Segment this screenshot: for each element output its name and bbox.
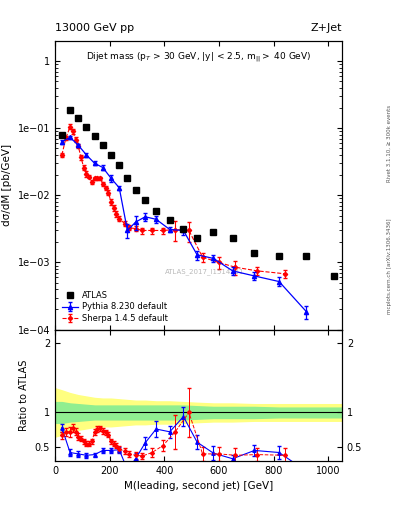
Text: ATLAS_2017_I1514251: ATLAS_2017_I1514251	[164, 268, 244, 275]
ATLAS	[277, 253, 281, 259]
ATLAS	[125, 175, 130, 181]
Line: ATLAS: ATLAS	[59, 108, 336, 279]
Y-axis label: dσ/dM [pb/GeV]: dσ/dM [pb/GeV]	[2, 144, 12, 226]
ATLAS	[117, 162, 121, 168]
ATLAS	[331, 273, 336, 279]
Text: Z+Jet: Z+Jet	[310, 23, 342, 33]
Text: 13000 GeV pp: 13000 GeV pp	[55, 23, 134, 33]
ATLAS	[59, 132, 64, 138]
ATLAS	[76, 115, 81, 121]
Text: mcplots.cern.ch [arXiv:1306.3436]: mcplots.cern.ch [arXiv:1306.3436]	[387, 219, 392, 314]
Y-axis label: Ratio to ATLAS: Ratio to ATLAS	[19, 359, 29, 431]
ATLAS	[92, 133, 97, 139]
ATLAS	[84, 124, 89, 130]
Legend: ATLAS, Pythia 8.230 default, Sherpa 1.4.5 default: ATLAS, Pythia 8.230 default, Sherpa 1.4.…	[59, 288, 170, 326]
X-axis label: M(leading, second jet) [GeV]: M(leading, second jet) [GeV]	[124, 481, 273, 491]
ATLAS	[211, 229, 216, 236]
ATLAS	[133, 187, 138, 193]
Text: Rivet 3.1.10, ≥ 300k events: Rivet 3.1.10, ≥ 300k events	[387, 105, 392, 182]
Text: Dijet mass (p$_{T}$ > 30 GeV, |y| < 2.5, m$_{||} >$ 40 GeV): Dijet mass (p$_{T}$ > 30 GeV, |y| < 2.5,…	[86, 51, 311, 65]
ATLAS	[109, 152, 114, 158]
ATLAS	[143, 197, 147, 203]
ATLAS	[68, 108, 72, 114]
ATLAS	[154, 208, 158, 215]
ATLAS	[101, 142, 105, 148]
ATLAS	[304, 253, 309, 259]
ATLAS	[230, 235, 235, 241]
ATLAS	[181, 225, 186, 231]
ATLAS	[167, 217, 172, 223]
ATLAS	[195, 235, 200, 241]
ATLAS	[252, 250, 257, 256]
